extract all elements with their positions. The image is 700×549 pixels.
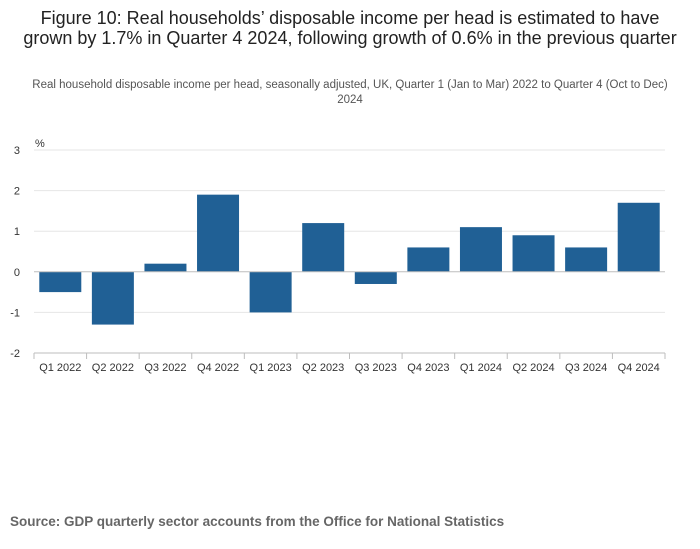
y-ticks: 3 2 1 0 -1 -2 — [10, 145, 20, 360]
bar-q2-2023[interactable] — [302, 223, 345, 272]
chart-title: Figure 10: Real households’ disposable i… — [23, 8, 677, 48]
y-axis-label: % — [35, 138, 45, 150]
y-tick-label: -2 — [10, 348, 20, 360]
chart-subtitle: Real household disposable income per hea… — [32, 79, 668, 106]
x-tick-label: Q4 2024 — [618, 362, 660, 374]
x-tick-label: Q3 2024 — [565, 362, 607, 374]
bar-q4-2024[interactable] — [617, 202, 660, 272]
y-tick-label: -1 — [10, 307, 20, 319]
x-tick-label: Q4 2022 — [197, 362, 239, 374]
bar-q1-2024[interactable] — [459, 227, 502, 272]
bar-q2-2024[interactable] — [512, 235, 555, 272]
x-tick-label: Q4 2023 — [407, 362, 449, 374]
y-tick-label: 2 — [14, 186, 20, 198]
bar-q3-2022[interactable] — [144, 263, 187, 272]
x-tick-label: Q2 2023 — [302, 362, 344, 374]
x-tick-label: Q1 2023 — [250, 362, 292, 374]
x-tick-label: Q3 2023 — [355, 362, 397, 374]
y-tick-label: 3 — [14, 145, 20, 157]
x-tick-label: Q1 2022 — [39, 362, 81, 374]
x-tick-label: Q2 2024 — [512, 362, 554, 374]
x-axis: Q1 2022 Q2 2022 Q3 2022 Q4 2022 Q1 2023 Q2 20… — [33, 352, 666, 374]
x-tick-label: Q3 2022 — [144, 362, 186, 374]
gridlines — [34, 149, 665, 313]
bar-q1-2023[interactable] — [249, 271, 292, 313]
bar-q1-2022[interactable] — [39, 271, 82, 293]
source-note: Source: GDP quarterly sector accounts fr… — [10, 514, 505, 529]
x-tick-label: Q1 2024 — [460, 362, 502, 374]
bar-q4-2023[interactable] — [407, 247, 450, 272]
bar-q2-2022[interactable] — [91, 271, 134, 325]
bar-q3-2023[interactable] — [354, 271, 397, 284]
y-tick-label: 0 — [14, 267, 20, 279]
bar-q3-2024[interactable] — [565, 247, 608, 272]
bars — [34, 194, 665, 325]
y-tick-label: 1 — [14, 226, 20, 238]
bar-q4-2022[interactable] — [197, 194, 240, 272]
x-tick-label: Q2 2022 — [92, 362, 134, 374]
